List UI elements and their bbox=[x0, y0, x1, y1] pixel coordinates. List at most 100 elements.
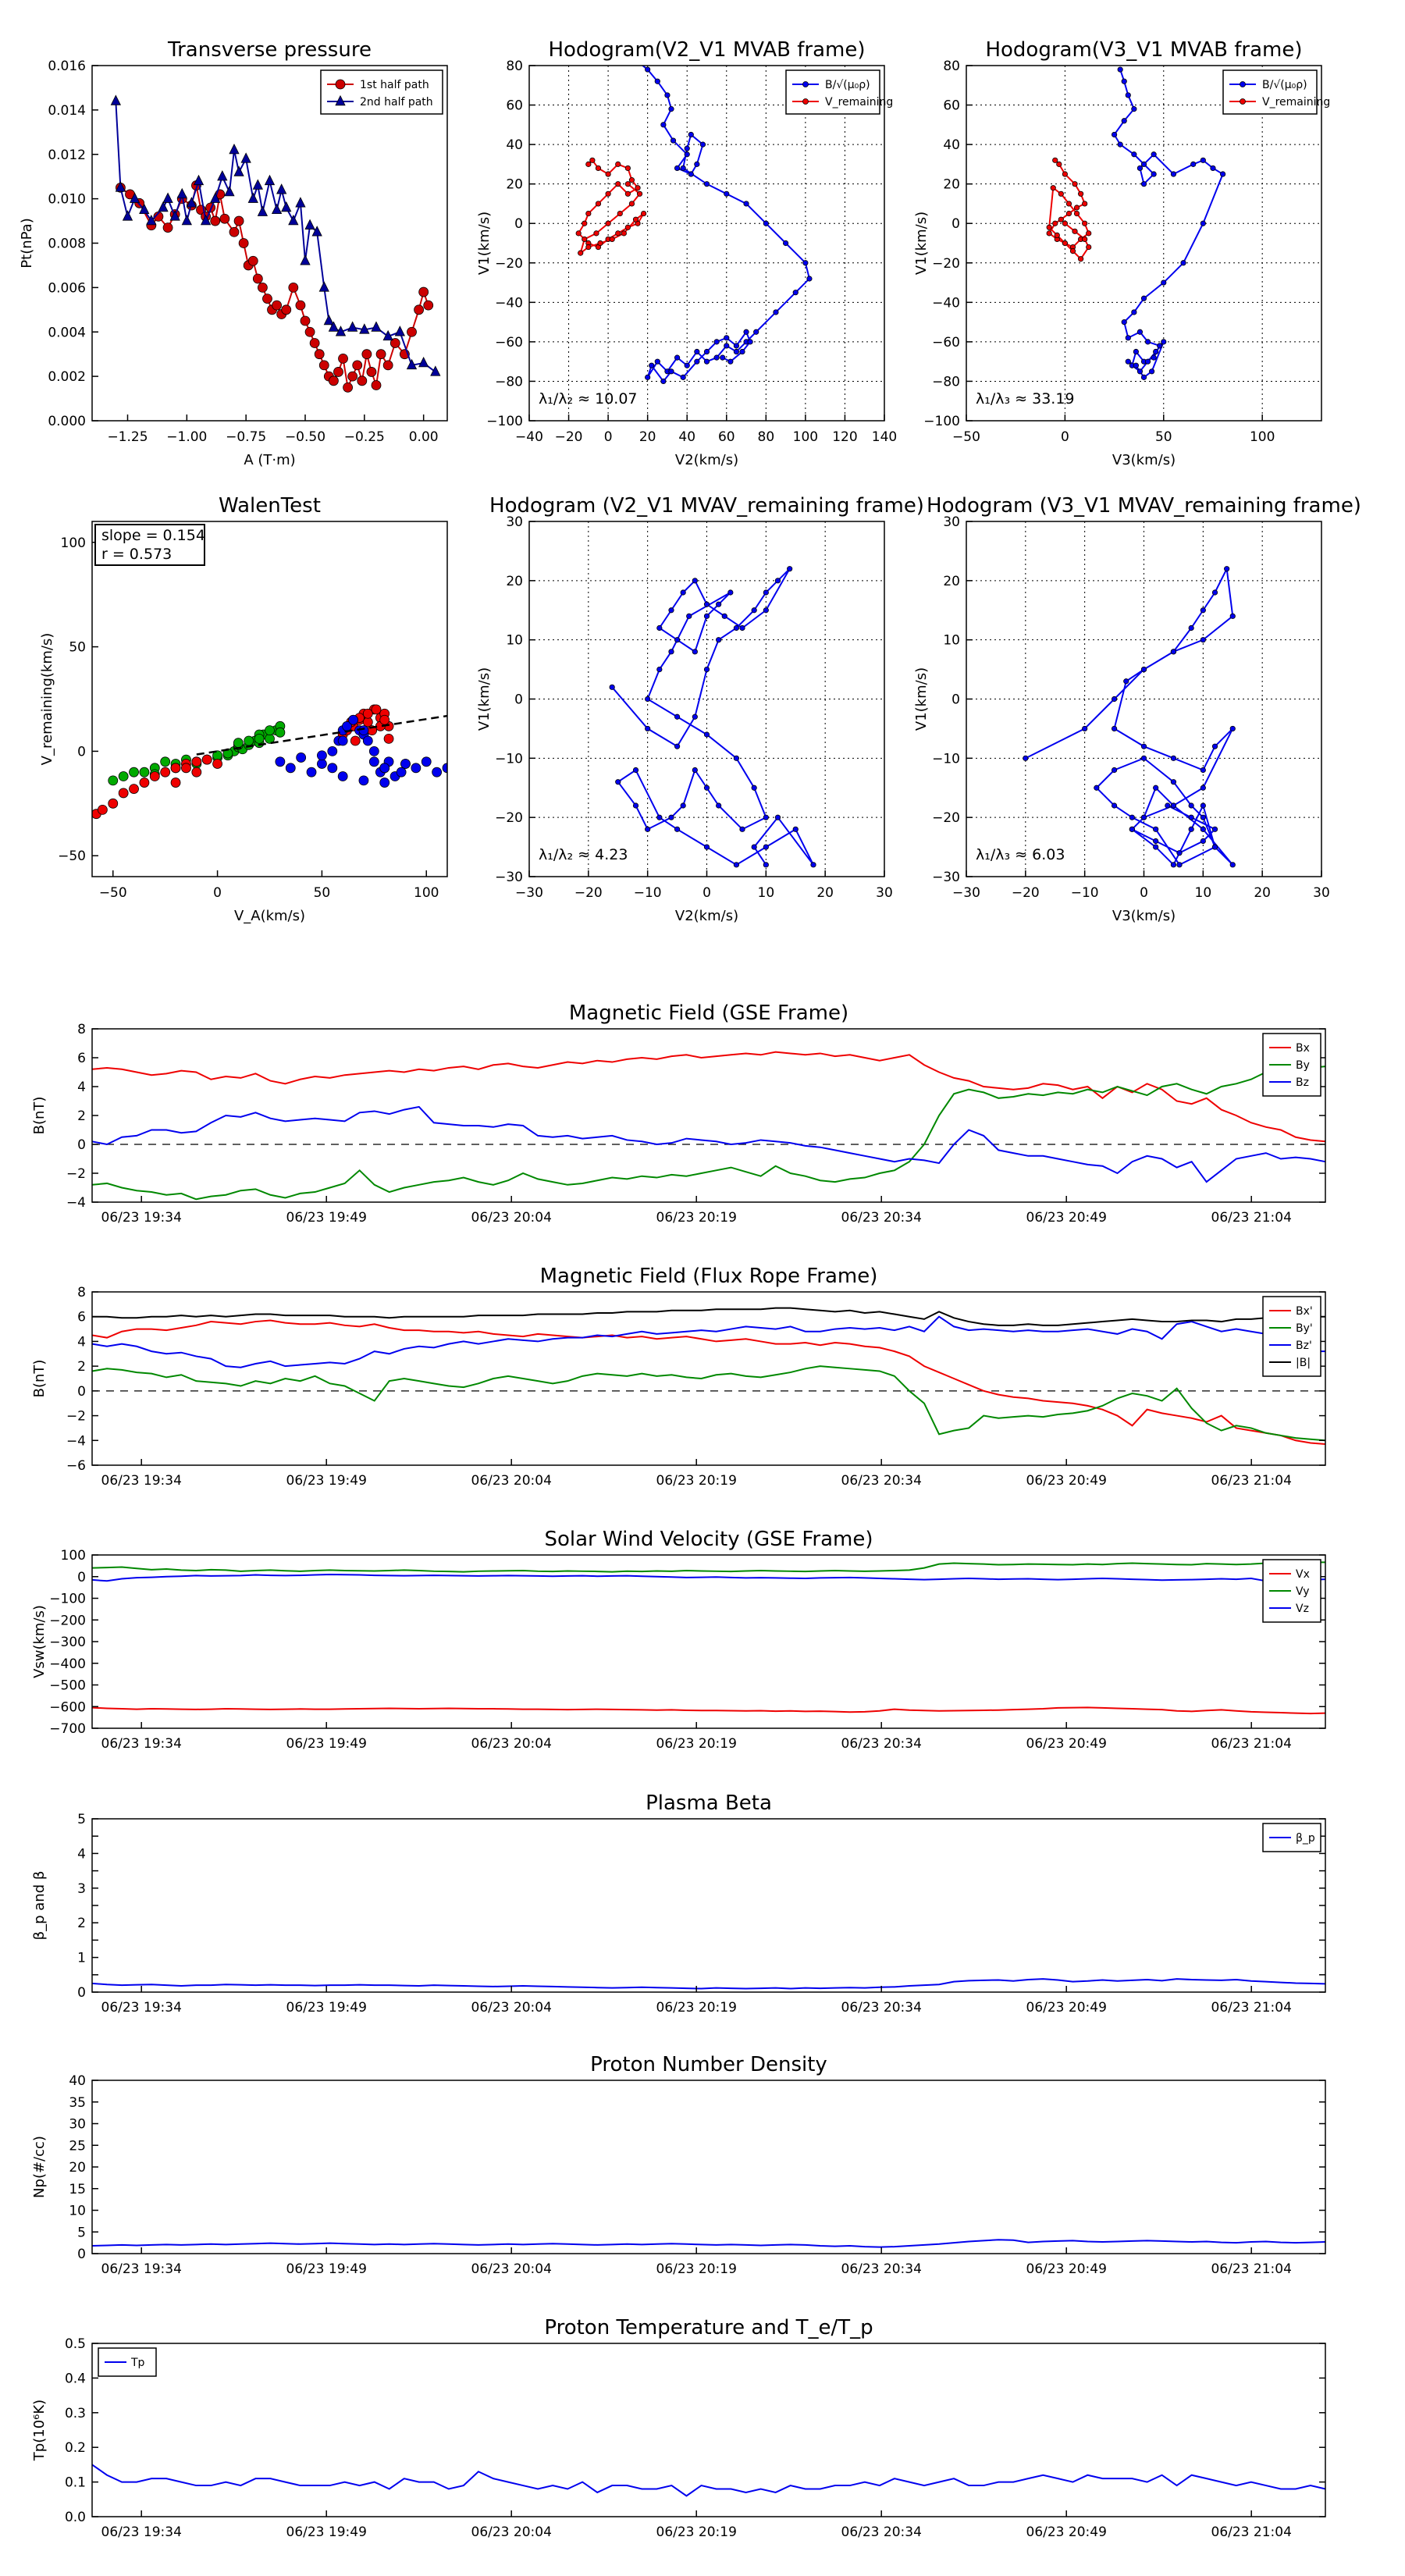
plot-area bbox=[1023, 566, 1236, 868]
x-tick-label: 06/23 20:19 bbox=[656, 2000, 737, 2016]
data-point bbox=[306, 767, 317, 777]
y-tick-label: 0.4 bbox=[65, 2371, 86, 2386]
data-point bbox=[1224, 566, 1230, 572]
data-point bbox=[244, 735, 254, 746]
x-tick-label: −40 bbox=[515, 429, 543, 445]
data-point bbox=[774, 578, 781, 584]
chart-title: Transverse pressure bbox=[167, 38, 372, 62]
data-point bbox=[418, 356, 429, 368]
x-tick-label: 10 bbox=[1195, 885, 1212, 901]
y-tick-label: −6 bbox=[66, 1458, 86, 1474]
data-point bbox=[1046, 230, 1052, 237]
x-tick-label: 30 bbox=[1313, 885, 1330, 901]
data-point bbox=[288, 214, 299, 226]
mag-field-flux-rope-panel: Magnetic Field (Flux Rope Frame) −6 −4 −2 0 2… bbox=[31, 1265, 1326, 1489]
proton-density-panel: Proton Number Density 0 5 10 15 20 25 30 35 40 06/… bbox=[31, 2053, 1326, 2277]
plot-frame bbox=[91, 1028, 1326, 1203]
data-point bbox=[716, 601, 722, 607]
y-tick-label: 0.010 bbox=[48, 192, 86, 208]
x-tick-label: 06/23 20:34 bbox=[841, 2000, 922, 2016]
data-point bbox=[304, 326, 315, 337]
data-point bbox=[694, 348, 700, 355]
y-tick-label: 30 bbox=[69, 2117, 86, 2133]
legend-label: Bz' bbox=[1296, 1340, 1312, 1352]
data-point bbox=[1058, 190, 1064, 197]
series-line bbox=[1048, 159, 1090, 261]
data-point bbox=[1054, 232, 1060, 238]
legend-label: V_remaining bbox=[825, 96, 893, 109]
y-tick-label: 0.1 bbox=[65, 2475, 86, 2491]
legend-label: Bz bbox=[1296, 1076, 1309, 1089]
y-tick-label: 0.2 bbox=[65, 2440, 86, 2456]
x-tick-label: 06/23 20:49 bbox=[1026, 1736, 1107, 1752]
data-point bbox=[664, 92, 670, 98]
data-point bbox=[1153, 826, 1159, 832]
data-point bbox=[288, 282, 299, 293]
data-point bbox=[1133, 348, 1139, 355]
y-tick-label: 35 bbox=[69, 2095, 86, 2111]
x-axis-label: V2(km/s) bbox=[675, 452, 738, 468]
y-tick-label: −20 bbox=[932, 256, 960, 272]
data-point bbox=[632, 767, 639, 774]
data-point bbox=[357, 375, 368, 386]
data-point bbox=[703, 844, 710, 850]
data-point bbox=[272, 300, 283, 311]
x-tick-label: 20 bbox=[639, 429, 656, 445]
data-point bbox=[200, 214, 212, 226]
data-point bbox=[411, 763, 422, 774]
data-point bbox=[338, 353, 348, 364]
data-point bbox=[146, 214, 157, 226]
x-tick-label: 30 bbox=[876, 885, 893, 901]
data-point bbox=[97, 804, 108, 815]
y-tick-label: 4 bbox=[77, 1846, 86, 1862]
hodogram-v2-v1-mvab-panel: Hodogram(V2_V1 MVAB frame) −40 −20 0 20 40 60 8… bbox=[476, 38, 897, 468]
y-tick-label: −20 bbox=[495, 256, 523, 272]
data-point bbox=[636, 190, 643, 197]
data-point bbox=[327, 763, 338, 774]
data-point bbox=[418, 286, 429, 297]
ratio-annotation: λ₁/λ₃ ≈ 33.19 bbox=[976, 390, 1075, 407]
data-point bbox=[1082, 220, 1088, 226]
y-tick-label: 10 bbox=[506, 633, 523, 649]
y-tick-label: 6 bbox=[77, 1051, 86, 1066]
series-line bbox=[641, 66, 811, 383]
legend-label: By' bbox=[1296, 1322, 1313, 1335]
legend-label: By bbox=[1296, 1059, 1310, 1072]
x-tick-label: 06/23 19:49 bbox=[286, 1473, 367, 1489]
data-point bbox=[375, 349, 386, 360]
data-point bbox=[1144, 339, 1151, 345]
y-tick-label: 0.008 bbox=[48, 237, 86, 252]
data-point bbox=[1086, 244, 1092, 251]
data-point bbox=[162, 222, 173, 233]
data-point bbox=[763, 862, 769, 868]
chart-title: Hodogram(V3_V1 MVAB frame) bbox=[985, 38, 1302, 62]
data-point bbox=[680, 374, 686, 380]
data-point bbox=[285, 763, 296, 774]
data-point bbox=[680, 589, 686, 596]
data-point bbox=[609, 684, 615, 690]
data-point bbox=[1136, 329, 1144, 335]
data-point bbox=[585, 210, 592, 217]
data-point bbox=[1131, 106, 1137, 112]
data-point bbox=[654, 358, 660, 365]
y-tick-label: 0 bbox=[77, 1985, 86, 2001]
series-line bbox=[91, 1315, 1325, 1368]
data-point bbox=[1140, 374, 1147, 380]
y-tick-label: 80 bbox=[943, 59, 960, 74]
data-point bbox=[688, 171, 694, 177]
data-point bbox=[129, 784, 139, 794]
x-tick-label: 06/23 20:04 bbox=[471, 1473, 552, 1489]
data-point bbox=[1082, 201, 1088, 207]
data-point bbox=[383, 733, 394, 744]
legend-label: |B| bbox=[1296, 1357, 1311, 1369]
chart-title: WalenTest bbox=[219, 494, 321, 518]
data-point bbox=[379, 777, 390, 788]
y-tick-label: −500 bbox=[49, 1678, 86, 1694]
data-point bbox=[1180, 260, 1186, 266]
data-point bbox=[442, 763, 447, 774]
data-point bbox=[674, 637, 681, 643]
x-tick-label: 06/23 20:34 bbox=[841, 1210, 922, 1226]
data-point bbox=[158, 201, 169, 212]
data-point bbox=[632, 216, 639, 222]
